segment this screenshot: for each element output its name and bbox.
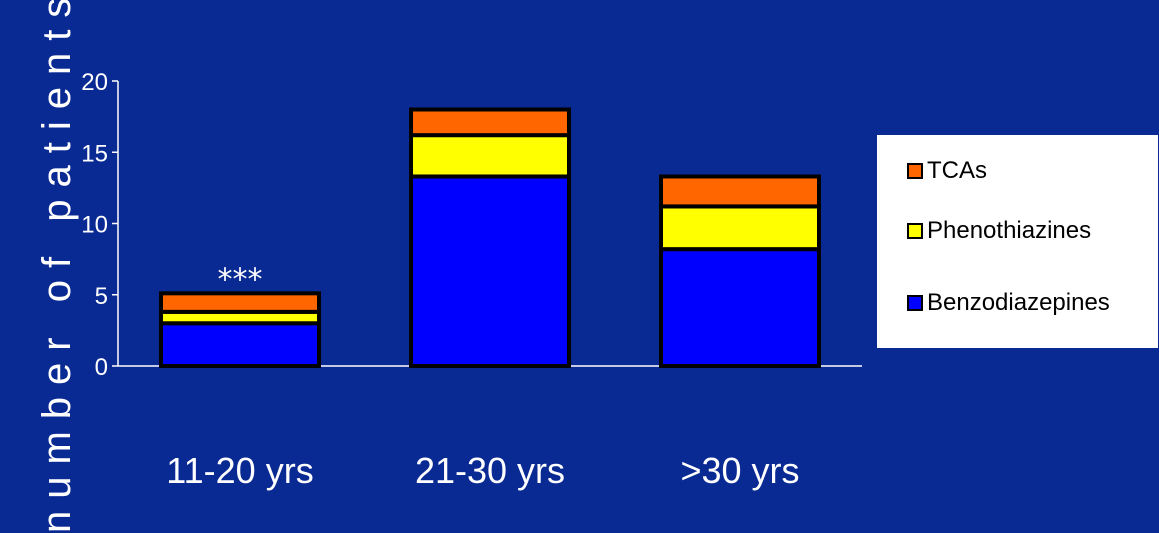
y-tick-label: 15: [81, 140, 108, 167]
legend: TCAs Phenothiazines Benzodiazepines: [877, 135, 1158, 348]
legend-swatch-tcas: [907, 163, 923, 179]
bar-segment: [409, 133, 571, 179]
y-axis-label-group: number of patients: [35, 0, 79, 533]
bar-segment: [159, 321, 321, 368]
bar-segment: [659, 204, 821, 252]
y-tick-label: 0: [95, 354, 108, 381]
bar-segment: [409, 174, 571, 368]
legend-item-tcas: TCAs: [907, 155, 987, 187]
legend-label-phenothiazines: Phenothiazines: [927, 217, 1092, 244]
legend-swatch-phenothiazines: [907, 223, 923, 239]
bar-segment: [159, 291, 321, 314]
bar-segment: [659, 174, 821, 209]
bar-segment: [659, 247, 821, 368]
legend-item-phenothiazines: Phenothiazines: [907, 215, 1091, 247]
bar-segment: [409, 107, 571, 138]
category-label: >30 yrs: [680, 450, 799, 491]
y-tick-label: 5: [95, 283, 108, 310]
category-label: 11-20 yrs: [166, 450, 313, 491]
significance-annotation: ***: [218, 262, 263, 297]
plot-area: 0 5 10 15 20 11-20 yrs 21-30 yrs >30 yrs ***: [81, 69, 862, 491]
legend-label-tcas: TCAs: [927, 157, 987, 184]
y-tick-label: 20: [81, 69, 108, 96]
category-label: 21-30 yrs: [415, 450, 565, 491]
legend-swatch-benzodiazepines: [907, 295, 923, 311]
y-axis-label: number of patients: [35, 0, 79, 533]
y-tick-label: 10: [81, 212, 108, 239]
legend-item-benzodiazepines: Benzodiazepines: [907, 287, 1110, 319]
legend-label-benzodiazepines: Benzodiazepines: [927, 289, 1110, 316]
